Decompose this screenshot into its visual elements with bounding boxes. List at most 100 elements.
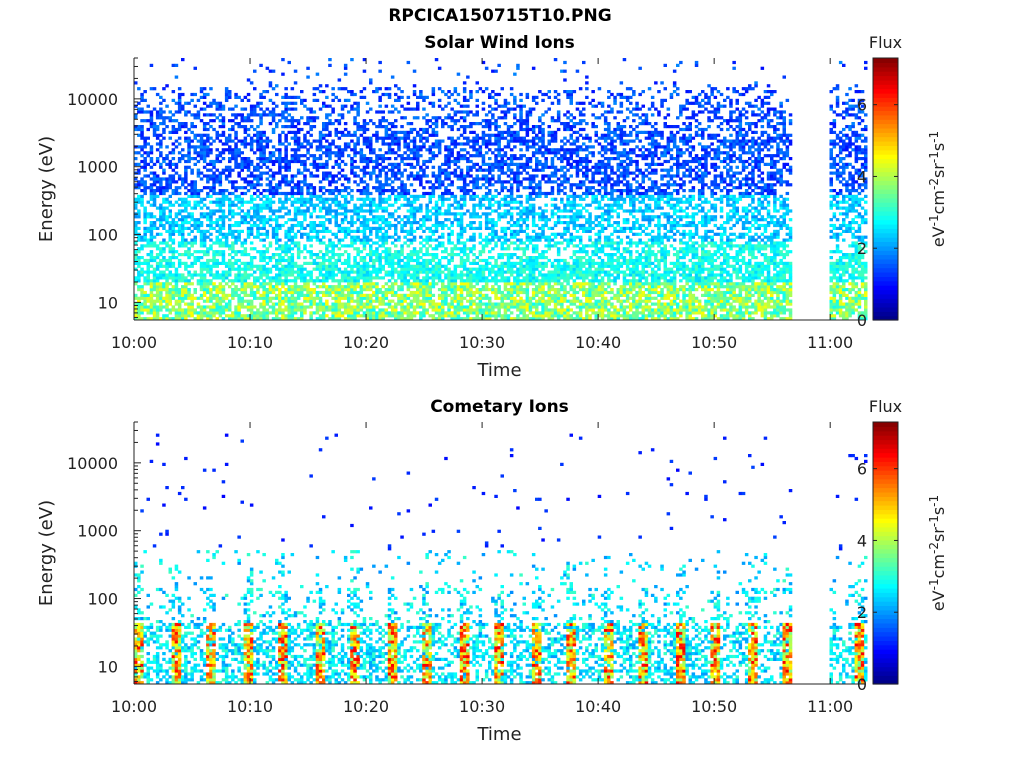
heatmap-cell	[174, 299, 179, 303]
heatmap-cell	[177, 299, 182, 303]
heatmap-cell	[453, 171, 458, 175]
heatmap-cell	[259, 139, 263, 143]
heatmap-cell	[394, 308, 398, 312]
heatmap-cell	[340, 174, 345, 178]
heatmap-cell	[409, 290, 414, 295]
heatmap-cell	[234, 180, 238, 184]
heatmap-cell	[215, 229, 219, 233]
heatmap-cell	[184, 206, 188, 210]
heatmap-cell	[343, 273, 348, 277]
heatmap-cell	[171, 177, 176, 181]
heatmap-cell	[240, 186, 244, 190]
heatmap-cell	[196, 110, 201, 114]
heatmap-cell	[381, 142, 385, 146]
heatmap-cell	[275, 189, 279, 193]
heatmap-cell	[268, 157, 273, 161]
heatmap-cell	[159, 116, 163, 120]
heatmap-cell	[462, 130, 467, 134]
heatmap-cell	[287, 165, 291, 169]
heatmap-cell	[143, 317, 147, 321]
heatmap-cell	[296, 127, 301, 132]
heatmap-cell	[246, 212, 251, 216]
heatmap-cell	[177, 95, 182, 99]
heatmap-cell	[437, 116, 442, 120]
heatmap-cell	[228, 209, 232, 213]
heatmap-cell	[334, 244, 338, 248]
heatmap-cell	[340, 290, 345, 295]
heatmap-cell	[462, 189, 467, 193]
heatmap-cell	[196, 139, 201, 143]
heatmap-cell	[155, 148, 160, 152]
heatmap-cell	[206, 151, 210, 155]
heatmap-cell	[387, 189, 392, 193]
heatmap-cell	[378, 191, 382, 196]
heatmap-cell	[275, 218, 279, 222]
heatmap-cell	[181, 180, 185, 184]
heatmap-cell	[271, 290, 276, 295]
heatmap-cell	[469, 110, 473, 114]
heatmap-cell	[171, 119, 176, 123]
heatmap-cell	[400, 282, 404, 286]
heatmap-cell	[475, 133, 479, 137]
heatmap-cell	[228, 267, 232, 271]
heatmap-cell	[422, 314, 426, 318]
heatmap-cell	[309, 256, 313, 260]
heatmap-cell	[196, 116, 201, 120]
heatmap-cell	[181, 177, 185, 181]
heatmap-cell	[215, 157, 219, 161]
heatmap-cell	[300, 290, 304, 295]
heatmap-cell	[456, 221, 461, 225]
heatmap-cell	[394, 293, 398, 297]
heatmap-cell	[450, 203, 454, 207]
heatmap-cell	[419, 267, 423, 271]
heatmap-cell	[237, 151, 241, 155]
heatmap-cell	[278, 186, 282, 190]
heatmap-cell	[199, 90, 204, 94]
heatmap-cell	[184, 113, 188, 117]
heatmap-cell	[350, 159, 354, 164]
heatmap-cell	[212, 177, 216, 181]
heatmap-cell	[416, 311, 420, 315]
heatmap-cell	[412, 136, 417, 140]
heatmap-cell	[390, 180, 395, 184]
heatmap-cell	[453, 247, 458, 251]
heatmap-cell	[431, 90, 436, 94]
heatmap-cell	[412, 139, 417, 143]
heatmap-cell	[450, 247, 454, 251]
heatmap-cell	[171, 317, 176, 321]
heatmap-cell	[171, 191, 176, 196]
heatmap-cell	[259, 221, 263, 225]
heatmap-cell	[146, 276, 150, 280]
heatmap-cell	[431, 273, 436, 277]
heatmap-cell	[221, 209, 226, 213]
heatmap-cell	[209, 119, 213, 123]
heatmap-cell	[412, 84, 417, 88]
heatmap-cell	[475, 168, 479, 172]
heatmap-cell	[353, 247, 357, 251]
heatmap-cell	[390, 308, 395, 312]
heatmap-cell	[196, 189, 201, 193]
heatmap-cell	[140, 107, 144, 111]
heatmap-cell	[155, 317, 160, 321]
heatmap-cell	[293, 223, 298, 228]
heatmap-cell	[240, 113, 244, 117]
heatmap-cell	[231, 203, 235, 207]
heatmap-cell	[177, 305, 182, 309]
heatmap-cell	[162, 273, 166, 277]
heatmap-cell	[394, 157, 398, 161]
heatmap-cell	[268, 270, 273, 274]
heatmap-cell	[265, 288, 270, 292]
heatmap-cell	[184, 253, 188, 257]
heatmap-cell	[337, 290, 342, 295]
heatmap-cell	[365, 183, 370, 187]
heatmap-cell	[309, 311, 313, 315]
heatmap-cell	[228, 299, 232, 303]
heatmap-cell	[296, 197, 301, 201]
heatmap-cell	[359, 264, 364, 268]
heatmap-cell	[202, 122, 207, 126]
heatmap-cell	[337, 157, 342, 161]
heatmap-cell	[406, 200, 411, 204]
heatmap-cell	[177, 142, 182, 146]
heatmap-cell	[318, 279, 323, 283]
heatmap-cell	[140, 119, 144, 123]
